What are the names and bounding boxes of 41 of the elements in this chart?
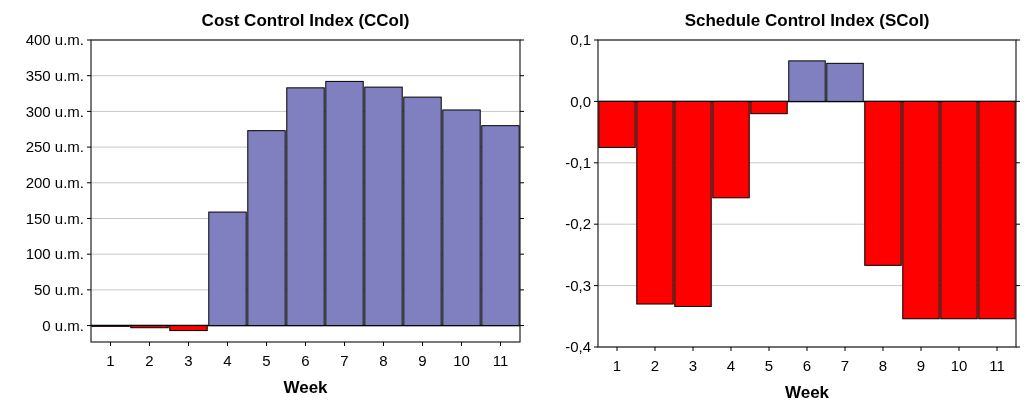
x-tick-label: 2 (650, 357, 660, 374)
x-tick-label: 8 (379, 352, 388, 369)
x-tick-label: 9 (916, 357, 926, 374)
x-tick-label: 5 (262, 352, 271, 369)
y-tick-label: 0 u.m. (42, 316, 84, 334)
x-tick-label: 4 (726, 357, 736, 374)
chart-title: Cost Control Index (CCoI) (201, 11, 410, 30)
y-tick-label: 250 u.m. (25, 138, 84, 156)
y-tick-label: 50 u.m. (33, 281, 84, 299)
x-tick-label: 3 (184, 352, 193, 369)
x-tick-label: 4 (223, 352, 232, 369)
y-tick-label: 300 u.m. (25, 102, 84, 120)
x-tick-label: 1 (106, 352, 115, 369)
x-tick-label: 11 (492, 352, 509, 369)
x-tick-label: 2 (145, 352, 154, 369)
y-tick-label: 0,1 (570, 31, 591, 49)
y-tick-label: -0,1 (565, 154, 591, 172)
y-tick-label: 350 u.m. (25, 66, 84, 84)
y-tick-label: 200 u.m. (25, 174, 84, 192)
y-tick-label: -0,2 (565, 215, 591, 233)
y-tick-label: -0,4 (565, 338, 591, 356)
x-tick-label: 1 (612, 357, 622, 374)
x-axis-title: Week (283, 378, 329, 397)
x-tick-label: 9 (418, 352, 427, 369)
chart-title: Schedule Control Index (SCoI) (684, 11, 930, 30)
x-tick-label: 3 (688, 357, 698, 374)
x-tick-label: 10 (453, 352, 470, 369)
y-tick-label: 150 u.m. (25, 209, 84, 227)
y-tick-label: 400 u.m. (25, 31, 84, 49)
x-tick-label: 7 (340, 352, 349, 369)
y-tick-label: 0,0 (570, 92, 591, 110)
x-tick-label: 6 (301, 352, 310, 369)
y-tick-label: 100 u.m. (25, 245, 84, 263)
x-tick-label: 5 (764, 357, 774, 374)
x-axis-title: Week (784, 383, 830, 402)
x-tick-label: 7 (840, 357, 850, 374)
x-tick-label: 11 (989, 357, 1005, 374)
x-tick-label: 10 (950, 357, 968, 374)
x-tick-label: 8 (878, 357, 888, 374)
y-tick-label: -0,3 (565, 276, 591, 294)
x-tick-label: 6 (802, 357, 812, 374)
